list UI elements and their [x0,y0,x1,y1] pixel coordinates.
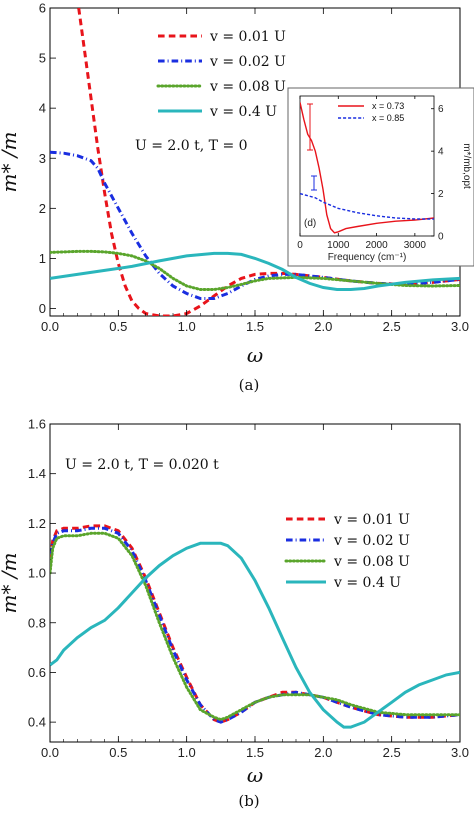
plot-a-ytick-label: 5 [39,51,46,66]
inset-plot: 0 1000 2000 3000 0 2 4 6 Frequency (cm⁻¹) m*/mb… [287,87,474,267]
plot-a-xlabel: ω [247,343,263,367]
plot-a-ytick-label: 2 [39,201,46,216]
plot-b-ytick-label: 1.0 [28,566,46,581]
plot-b-legend-label: v = 0.4 U [333,575,401,591]
plot-b-xtick-label: 1.5 [246,745,264,760]
plot-a-xtick-label: 3.0 [451,319,469,334]
inset-ytick-label: 2 [438,189,444,200]
plot-b-xtick-label: 2.0 [314,745,332,760]
plot-b-xtick-label: 1.0 [178,745,196,760]
inset-xtick-label: 0 [297,240,303,251]
plot-b-legend-label: v = 0.01 U [333,512,410,528]
plot-a-legend-label: v = 0.02 U [209,54,286,70]
panel-b: 0.0 0.5 1.0 1.5 2.0 2.5 3.0 0.4 0.6 0.8 1.0 1.2 1.4 1… [0,417,469,810]
inset-ticks-group: 0 1000 2000 3000 0 2 4 6 [297,96,444,251]
plot-b-ytick-label: 1.6 [28,417,46,432]
plot-b-xtick-label: 2.5 [383,745,401,760]
plot-b-ytick-label: 0.4 [28,715,46,730]
panel-b-caption: (b) [238,792,259,810]
plot-b-legend-label: v = 0.02 U [333,533,410,549]
plot-a-xtick-label: 2.5 [383,319,401,334]
plot-b-ytick-label: 1.2 [28,516,46,531]
plot-a-series-3-line [50,251,460,291]
inset-ytick-label: 6 [438,104,444,115]
plot-a-series-1-line [50,150,460,300]
plot-b-series-1-line [50,526,460,724]
plot-a-xtick-label: 1.5 [246,319,264,334]
inset-xtick-label: 1000 [327,240,350,251]
plot-b-xtick-label: 3.0 [451,745,469,760]
inset-ytick-label: 4 [438,147,444,158]
inset-ylabel: m*/mb,opt [461,143,472,189]
inset-series-group [300,102,434,234]
inset-xlabel: Frequency (cm⁻¹) [328,252,407,263]
inset-xtick-label: 3000 [404,240,427,251]
plot-b-series-3-line [50,541,460,729]
plot-a-ytick-label: 3 [39,151,46,166]
inset-series-1-line [300,192,434,220]
plot-b-annotation: U = 2.0 t, T = 0.020 t [65,457,219,473]
plot-a-ytick-label: 4 [39,101,46,116]
plot-a-legend-label: v = 0.08 U [209,79,286,95]
plot-a-legend: v = 0.01 U v = 0.02 U v = 0.08 U v = 0.4 U [156,29,286,120]
plot-a-ytick-label: 0 [39,301,46,316]
panel-a: 0.0 0.5 1.0 1.5 2.0 2.5 3.0 0 1 2 3 4 5 6 ω m* /m U =… [0,1,474,394]
inset-legend-label: x = 0.85 [372,113,404,123]
plot-a-series-2-line [50,249,460,291]
plot-b-ytick-label: 0.6 [28,665,46,680]
inset-ytick-label: 0 [438,232,444,243]
plot-b-legend: v = 0.01 U v = 0.02 U v = 0.08 U v = 0.4 U [284,512,410,591]
inset-xtick-label: 2000 [365,240,388,251]
plot-a-ticks-group: 0.0 0.5 1.0 1.5 2.0 2.5 3.0 0 1 2 3 4 5 6 [39,1,469,334]
plot-a-ylabel: m* /m [0,131,21,192]
plot-a-series-group [50,8,460,316]
inset-legend: x = 0.73 x = 0.85 [338,101,404,123]
inset-legend-label: x = 0.73 [372,101,404,111]
plot-b-legend-label: v = 0.08 U [333,554,410,570]
plot-a-xtick-label: 0.5 [109,319,127,334]
plot-a-legend-label: v = 0.01 U [209,29,286,45]
plot-b-xtick-label: 0.0 [41,745,59,760]
plot-a-ytick-label: 6 [39,1,46,16]
plot-b-ytick-label: 1.4 [28,466,46,481]
plot-a-xtick-label: 0.0 [41,319,59,334]
plot-b-xlabel: ω [247,763,263,787]
panel-a-caption: (a) [239,376,260,394]
plot-b-series-group [50,524,460,729]
inset-panel-tag: (d) [304,218,316,229]
plot-b-series-2-line [50,531,460,722]
plot-a-legend-label: v = 0.4 U [209,104,277,120]
plot-a-ytick-label: 1 [39,251,46,266]
plot-a-annotation: U = 2.0 t, T = 0 [135,138,248,154]
plot-b-xtick-label: 0.5 [109,745,127,760]
plot-b-ylabel: m* /m [0,552,21,613]
plot-b-ytick-label: 0.8 [28,615,46,630]
plot-a-xtick-label: 2.0 [314,319,332,334]
plot-a-xtick-label: 1.0 [178,319,196,334]
plot-b-ticks-group: 0.0 0.5 1.0 1.5 2.0 2.5 3.0 0.4 0.6 0.8 1.0 1.2 1.4 1… [28,417,469,760]
inset-frame [299,95,435,237]
